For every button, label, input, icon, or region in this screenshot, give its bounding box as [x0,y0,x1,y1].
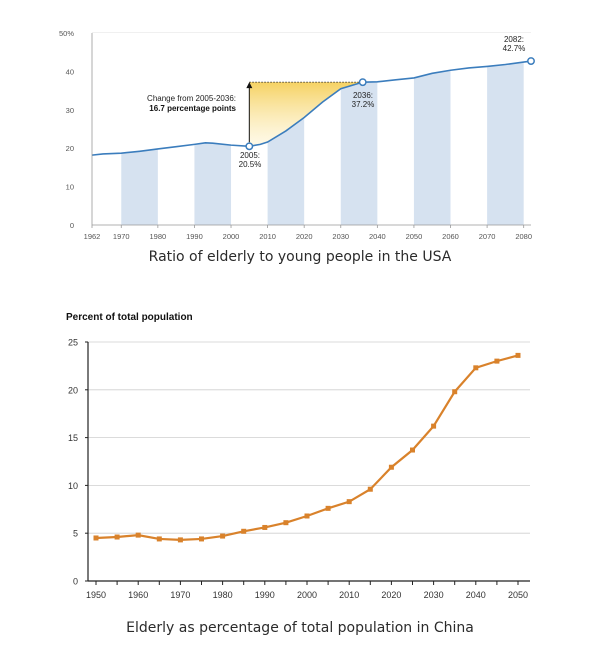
usa-y-tick-20: 20 [66,144,74,153]
china-point-1970 [177,537,183,543]
china-point-1980 [220,533,226,539]
china-y-tick-10: 10 [68,481,78,491]
usa-decade-band [121,148,158,225]
usa-chart-title: Ratio of elderly to young people in the … [148,249,452,265]
usa-y-tick-labels: 0 10 20 30 40 50% [59,29,74,230]
china-x-tick-1990: 1990 [255,590,275,600]
usa-x-tick-2030: 2030 [332,232,349,241]
usa-x-tick-2010: 2010 [259,232,276,241]
china-point-1985 [241,528,247,534]
usa-marker-2082 [527,57,535,65]
china-y-tick-25: 25 [68,338,78,348]
usa-x-tick-2080: 2080 [515,232,532,241]
china-x-tick-1980: 1980 [213,590,233,600]
china-x-tick-2050: 2050 [508,590,528,600]
china-x-tick-2000: 2000 [297,590,317,600]
usa-decade-band [194,142,232,225]
usa-plot-background [92,33,531,225]
china-y-axis-label: Percent of total population [66,312,193,323]
usa-background-bands [92,33,531,226]
china-point-2025 [410,447,415,453]
usa-x-tick-1990: 1990 [186,232,203,241]
china-point-2010 [346,499,352,505]
china-y-tick-5: 5 [73,529,78,539]
usa-start-value: 20.5% [239,160,262,169]
usa-x-tick-2000: 2000 [223,232,240,241]
china-x-tick-2020: 2020 [381,590,401,600]
usa-mid-value: 37.2% [352,100,375,109]
china-point-1990 [262,524,268,530]
usa-x-tick-2070: 2070 [479,232,496,241]
usa-start-label: 2005: [240,151,260,160]
china-point-1950 [93,535,99,541]
usa-change-arrow-head [246,82,253,89]
usa-marker-2036 [358,78,367,87]
usa-y-tick-10: 10 [66,183,74,192]
usa-change-note-line1: Change from 2005-2036: [147,94,236,103]
usa-x-tick-1962: 1962 [84,232,101,241]
usa-decade-band [267,117,305,225]
usa-markers [245,57,535,151]
china-markers [93,352,521,543]
usa-x-tick-2040: 2040 [369,232,386,241]
usa-series-line [91,60,532,156]
china-point-2050 [515,352,521,358]
china-point-2035 [452,389,458,395]
usa-y-tick-40: 40 [66,67,74,76]
usa-marker-2005 [245,142,254,151]
usa-decade-band [413,70,451,225]
china-y-tick-0: 0 [73,577,78,587]
china-point-1960 [135,532,141,538]
china-x-tick-labels: 1950 1960 1970 1980 1990 2000 2010 2020 2030 2040… [86,581,528,600]
china-point-2015 [367,486,373,492]
china-point-2020 [388,464,394,470]
china-axes [87,342,530,582]
usa-end-label: 2082: [504,35,524,44]
usa-change-highlight [249,82,363,147]
china-point-2040 [473,365,479,371]
usa-y-tick-50%: 50% [59,29,74,38]
usa-decade-band [340,81,378,225]
china-chart-title: Elderly as percentage of total populatio… [126,620,474,636]
usa-y-tick-30: 30 [66,106,74,115]
china-point-1975 [199,536,204,542]
china-gridlines [88,341,530,534]
usa-x-tick-2020: 2020 [296,232,313,241]
china-point-2005 [325,505,331,511]
china-point-2000 [304,513,310,519]
china-point-1965 [156,536,162,542]
usa-x-tick-1970: 1970 [113,232,130,241]
china-x-tick-2040: 2040 [466,590,486,600]
china-x-tick-1970: 1970 [170,590,190,600]
usa-mid-label: 2036: [353,91,373,100]
usa-decade-band [487,62,524,226]
china-x-tick-2010: 2010 [339,590,359,600]
usa-change-guide [246,81,363,143]
usa-x-tick-labels: 1962 1970 1980 1990 2000 2010 2020 2030 2040 2050… [84,225,532,241]
china-x-tick-1960: 1960 [128,590,148,600]
usa-x-tick-2050: 2050 [406,232,423,241]
usa-axes [91,33,531,226]
china-point-1995 [283,520,289,526]
usa-x-tick-1980: 1980 [150,232,167,241]
china-series-line [95,354,519,541]
china-point-1955 [114,534,120,540]
china-x-tick-1950: 1950 [86,590,106,600]
usa-change-note-line2: 16.7 percentage points [149,104,236,113]
china-elderly-share-chart: 0 5 10 15 20 25 1950 1960 1970 1980 1990 2000 2010 2… [68,338,530,600]
china-point-2045 [494,358,500,364]
china-x-tick-2030: 2030 [424,590,444,600]
china-y-tick-15: 15 [68,433,78,443]
usa-x-tick-2060: 2060 [442,232,459,241]
usa-y-tick-0: 0 [70,221,74,230]
china-point-2030 [431,423,437,429]
china-y-tick-20: 20 [68,385,78,395]
china-y-tick-labels: 0 5 10 15 20 25 [68,338,88,587]
usa-end-value: 42.7% [503,44,526,53]
